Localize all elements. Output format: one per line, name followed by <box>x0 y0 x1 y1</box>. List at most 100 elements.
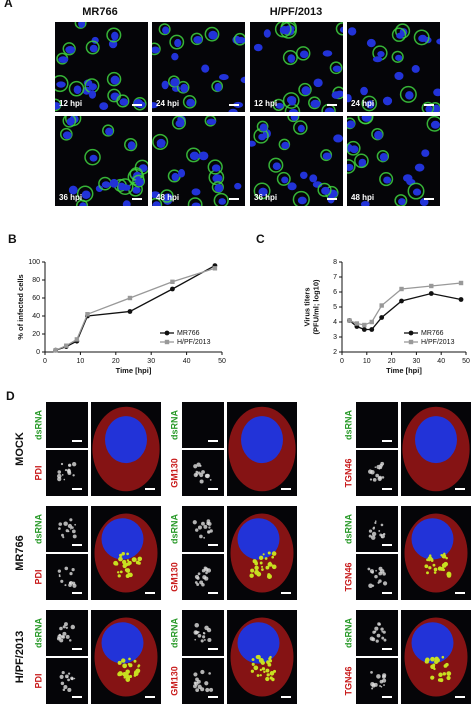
signal <box>378 579 382 583</box>
micrograph <box>182 450 224 496</box>
nucleus <box>347 27 357 36</box>
nucleus <box>395 54 403 61</box>
nucleus <box>191 188 201 196</box>
infected-cell <box>75 199 89 206</box>
signal <box>197 633 202 638</box>
infected-cell <box>182 95 197 109</box>
stain-label: dsRNA <box>343 618 353 649</box>
infected-cell <box>274 22 292 38</box>
nucleus <box>432 104 440 112</box>
infected-cell <box>354 153 369 169</box>
signal <box>379 679 384 684</box>
signal <box>57 634 62 639</box>
signal <box>382 673 387 678</box>
stain-label: dsRNA <box>33 514 43 545</box>
micrograph-content <box>401 402 471 496</box>
micrograph <box>46 610 88 656</box>
micrograph-content <box>152 22 245 112</box>
nucleus <box>152 191 161 199</box>
infected-cell <box>190 32 204 46</box>
point <box>127 295 133 301</box>
signal <box>203 638 206 641</box>
point <box>429 283 434 289</box>
nucleus <box>313 78 323 88</box>
signal <box>383 684 385 686</box>
nucleus <box>358 158 367 165</box>
nucleus <box>178 168 186 178</box>
micrograph-content <box>182 658 224 704</box>
signal <box>203 632 206 635</box>
dsrna <box>122 663 128 669</box>
micrograph <box>356 506 398 552</box>
signal <box>372 682 375 685</box>
nucleus <box>421 149 430 157</box>
nucleus <box>152 201 161 206</box>
y-tick-label: 100 <box>28 259 40 266</box>
signal <box>378 571 383 576</box>
micrograph <box>401 506 471 600</box>
signal <box>378 475 382 480</box>
point <box>458 297 464 302</box>
signal <box>58 527 61 530</box>
signal <box>69 518 73 522</box>
signal <box>380 627 384 631</box>
point <box>399 298 404 304</box>
nucleus <box>347 163 354 171</box>
nucleus <box>258 133 266 141</box>
infected-cell <box>84 148 101 166</box>
signal <box>60 579 64 583</box>
micrograph <box>46 402 88 448</box>
x-axis-label: Time [hpi] <box>116 366 152 375</box>
nucleus <box>396 32 404 39</box>
nucleus <box>89 44 98 53</box>
dsrna <box>267 551 271 555</box>
signal <box>71 529 76 534</box>
signal <box>380 534 385 539</box>
micrograph <box>46 554 88 600</box>
point <box>354 321 360 326</box>
row-label: H/PF/2013 <box>14 631 26 684</box>
nucleus <box>394 71 404 81</box>
signal <box>369 636 375 641</box>
nucleus <box>171 172 180 182</box>
nucleus <box>201 64 210 73</box>
signal <box>379 685 381 687</box>
dsrna <box>259 668 263 672</box>
signal <box>65 529 69 533</box>
micrograph <box>182 554 224 600</box>
micrograph-content <box>401 610 471 704</box>
y-tick-label: 2 <box>333 349 337 356</box>
nucleus <box>228 108 238 112</box>
micrograph-content <box>46 402 88 448</box>
y-tick-label: 60 <box>32 295 40 302</box>
infected-cell <box>256 120 269 133</box>
signal <box>207 474 210 477</box>
infected-cell <box>211 181 224 194</box>
nucleus <box>219 74 229 81</box>
dsrna <box>118 556 123 562</box>
point <box>85 312 90 317</box>
signal <box>196 462 201 467</box>
y-tick-label: 80 <box>32 277 40 284</box>
stain-label: dsRNA <box>343 514 353 545</box>
dsrna <box>253 665 259 671</box>
micrograph-content <box>182 506 224 552</box>
micrograph <box>152 22 245 112</box>
nucleus <box>419 198 429 206</box>
point <box>379 303 384 308</box>
signal <box>64 584 67 587</box>
nucleus <box>214 184 224 193</box>
dsrna <box>263 670 266 674</box>
dsrna <box>128 657 131 661</box>
micrograph <box>91 610 161 704</box>
hpi-label: 24 hpi <box>351 99 374 108</box>
signal <box>63 685 68 690</box>
legend-marker <box>408 339 414 345</box>
nucleus <box>127 141 136 150</box>
infected-cell <box>295 46 311 61</box>
dsrna <box>255 655 260 659</box>
signal <box>193 672 198 677</box>
dsrna <box>439 678 444 683</box>
nucleus <box>122 200 131 206</box>
signal <box>195 528 199 532</box>
